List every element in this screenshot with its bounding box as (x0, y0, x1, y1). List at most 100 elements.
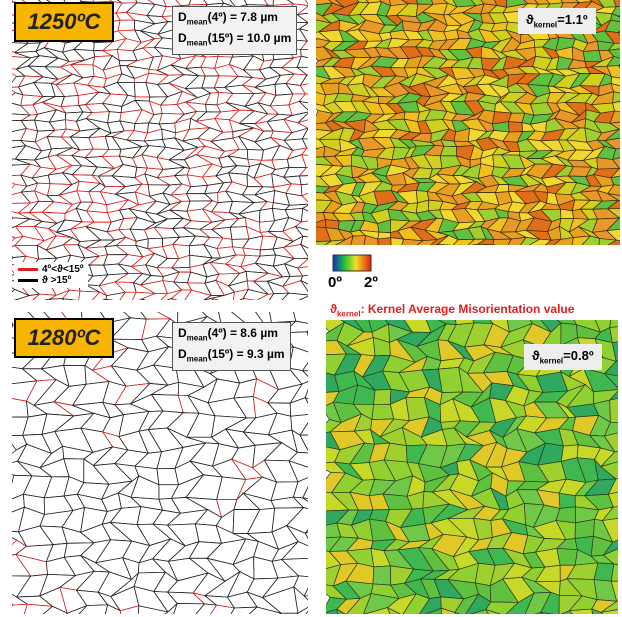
grain (266, 302, 288, 310)
grain (507, 247, 521, 260)
grain (247, 149, 263, 160)
legend-label: ϑ >15º (42, 275, 71, 286)
grain (557, 548, 578, 565)
dmean-line: Dmean(4º) = 7.8 µm (178, 9, 291, 30)
grain (553, 245, 572, 258)
dmean-line: Dmean(4º) = 8.6 µm (178, 325, 285, 346)
grain (305, 380, 329, 405)
kam-map (305, 0, 622, 260)
grain (438, 244, 463, 257)
caption-text: : Kernel Average Misorientation value (361, 302, 575, 316)
grain (427, 244, 447, 257)
grain (559, 493, 575, 508)
caption: ϑkernel: Kernel Average Misorientation v… (330, 302, 574, 318)
kernel-box: ϑkernel=1.1º (518, 8, 596, 34)
grain (508, 122, 522, 132)
grain (300, 176, 316, 185)
grain (233, 298, 248, 313)
grain (493, 245, 515, 255)
grain (578, 249, 606, 257)
grain (211, 298, 234, 313)
legend: 4º<ϑ<15º ϑ >15º (14, 262, 88, 288)
subscript: mean (187, 355, 208, 364)
figure: 1250ºC Dmean(4º) = 7.8 µm Dmean(15º) = 1… (0, 0, 622, 617)
grain (444, 30, 459, 40)
grain (545, 245, 562, 258)
temperature-label: 1280ºC (14, 318, 114, 358)
grain (256, 301, 278, 313)
grain (372, 404, 394, 419)
grain (610, 325, 622, 343)
subscript: kernel (540, 357, 564, 366)
subscript: mean (187, 333, 208, 342)
grain (142, 299, 169, 309)
grain (610, 309, 622, 327)
grain (119, 301, 138, 312)
value: =0.8º (563, 348, 593, 363)
subscript: kernel (534, 21, 558, 30)
symbol: ϑ (532, 348, 540, 363)
subscript: mean (187, 17, 208, 26)
symbol: ϑ (330, 302, 337, 316)
symbol: D (178, 31, 187, 45)
grain (306, 146, 325, 157)
grain (30, 299, 59, 311)
subscript: mean (187, 39, 208, 48)
grain (280, 301, 308, 310)
grain (575, 519, 594, 538)
value: (4º) = 8.6 µm (208, 326, 278, 340)
grain (243, 298, 265, 312)
value: (15º) = 9.3 µm (208, 347, 285, 361)
kernel-box: ϑkernel=0.8º (524, 344, 602, 370)
value: (4º) = 7.8 µm (208, 10, 278, 24)
grain (5, 398, 28, 417)
symbol: D (178, 326, 187, 340)
grain (477, 244, 501, 258)
legend-entry: 4º<ϑ<15º (18, 264, 84, 275)
grain (583, 50, 601, 61)
grain (391, 238, 404, 251)
subscript: kernel (337, 309, 361, 318)
grain (230, 227, 249, 240)
grain (106, 299, 123, 310)
grain (613, 92, 622, 103)
grain (561, 209, 574, 218)
grain (88, 299, 107, 310)
temperature-label: 1250ºC (14, 2, 114, 42)
grain (572, 246, 588, 255)
grain (0, 604, 27, 617)
grain (183, 301, 210, 312)
grain (62, 299, 86, 313)
grain (607, 246, 622, 259)
legend-label: 4º<ϑ<15º (42, 264, 84, 275)
grain (289, 347, 314, 371)
colorbar (333, 255, 371, 271)
grain (310, 301, 331, 313)
grain (307, 303, 329, 325)
value: =1.1º (557, 12, 587, 27)
grain (307, 315, 329, 335)
grain (118, 20, 135, 31)
dmean-line: Dmean(15º) = 9.3 µm (178, 346, 285, 367)
legend-entry: ϑ >15º (18, 275, 84, 286)
grain (50, 299, 72, 311)
grain (307, 92, 325, 106)
grain (413, 248, 429, 258)
dmean-box: Dmean(4º) = 8.6 µm Dmean(15º) = 9.3 µm (172, 322, 291, 371)
dmean-box: Dmean(4º) = 7.8 µm Dmean(15º) = 10.0 µm (172, 6, 297, 55)
grain (529, 245, 548, 258)
dmean-line: Dmean(15º) = 10.0 µm (178, 30, 291, 51)
grain (599, 246, 615, 259)
value: (15º) = 10.0 µm (208, 31, 292, 45)
grain (16, 300, 42, 312)
grain (594, 563, 614, 581)
grain (203, 298, 226, 310)
grain (1, 300, 23, 313)
grain (298, 301, 320, 313)
grain (374, 389, 391, 404)
grain (400, 248, 422, 258)
grain (269, 299, 296, 323)
grain (517, 245, 538, 259)
grain (79, 301, 101, 313)
grain (379, 248, 398, 259)
